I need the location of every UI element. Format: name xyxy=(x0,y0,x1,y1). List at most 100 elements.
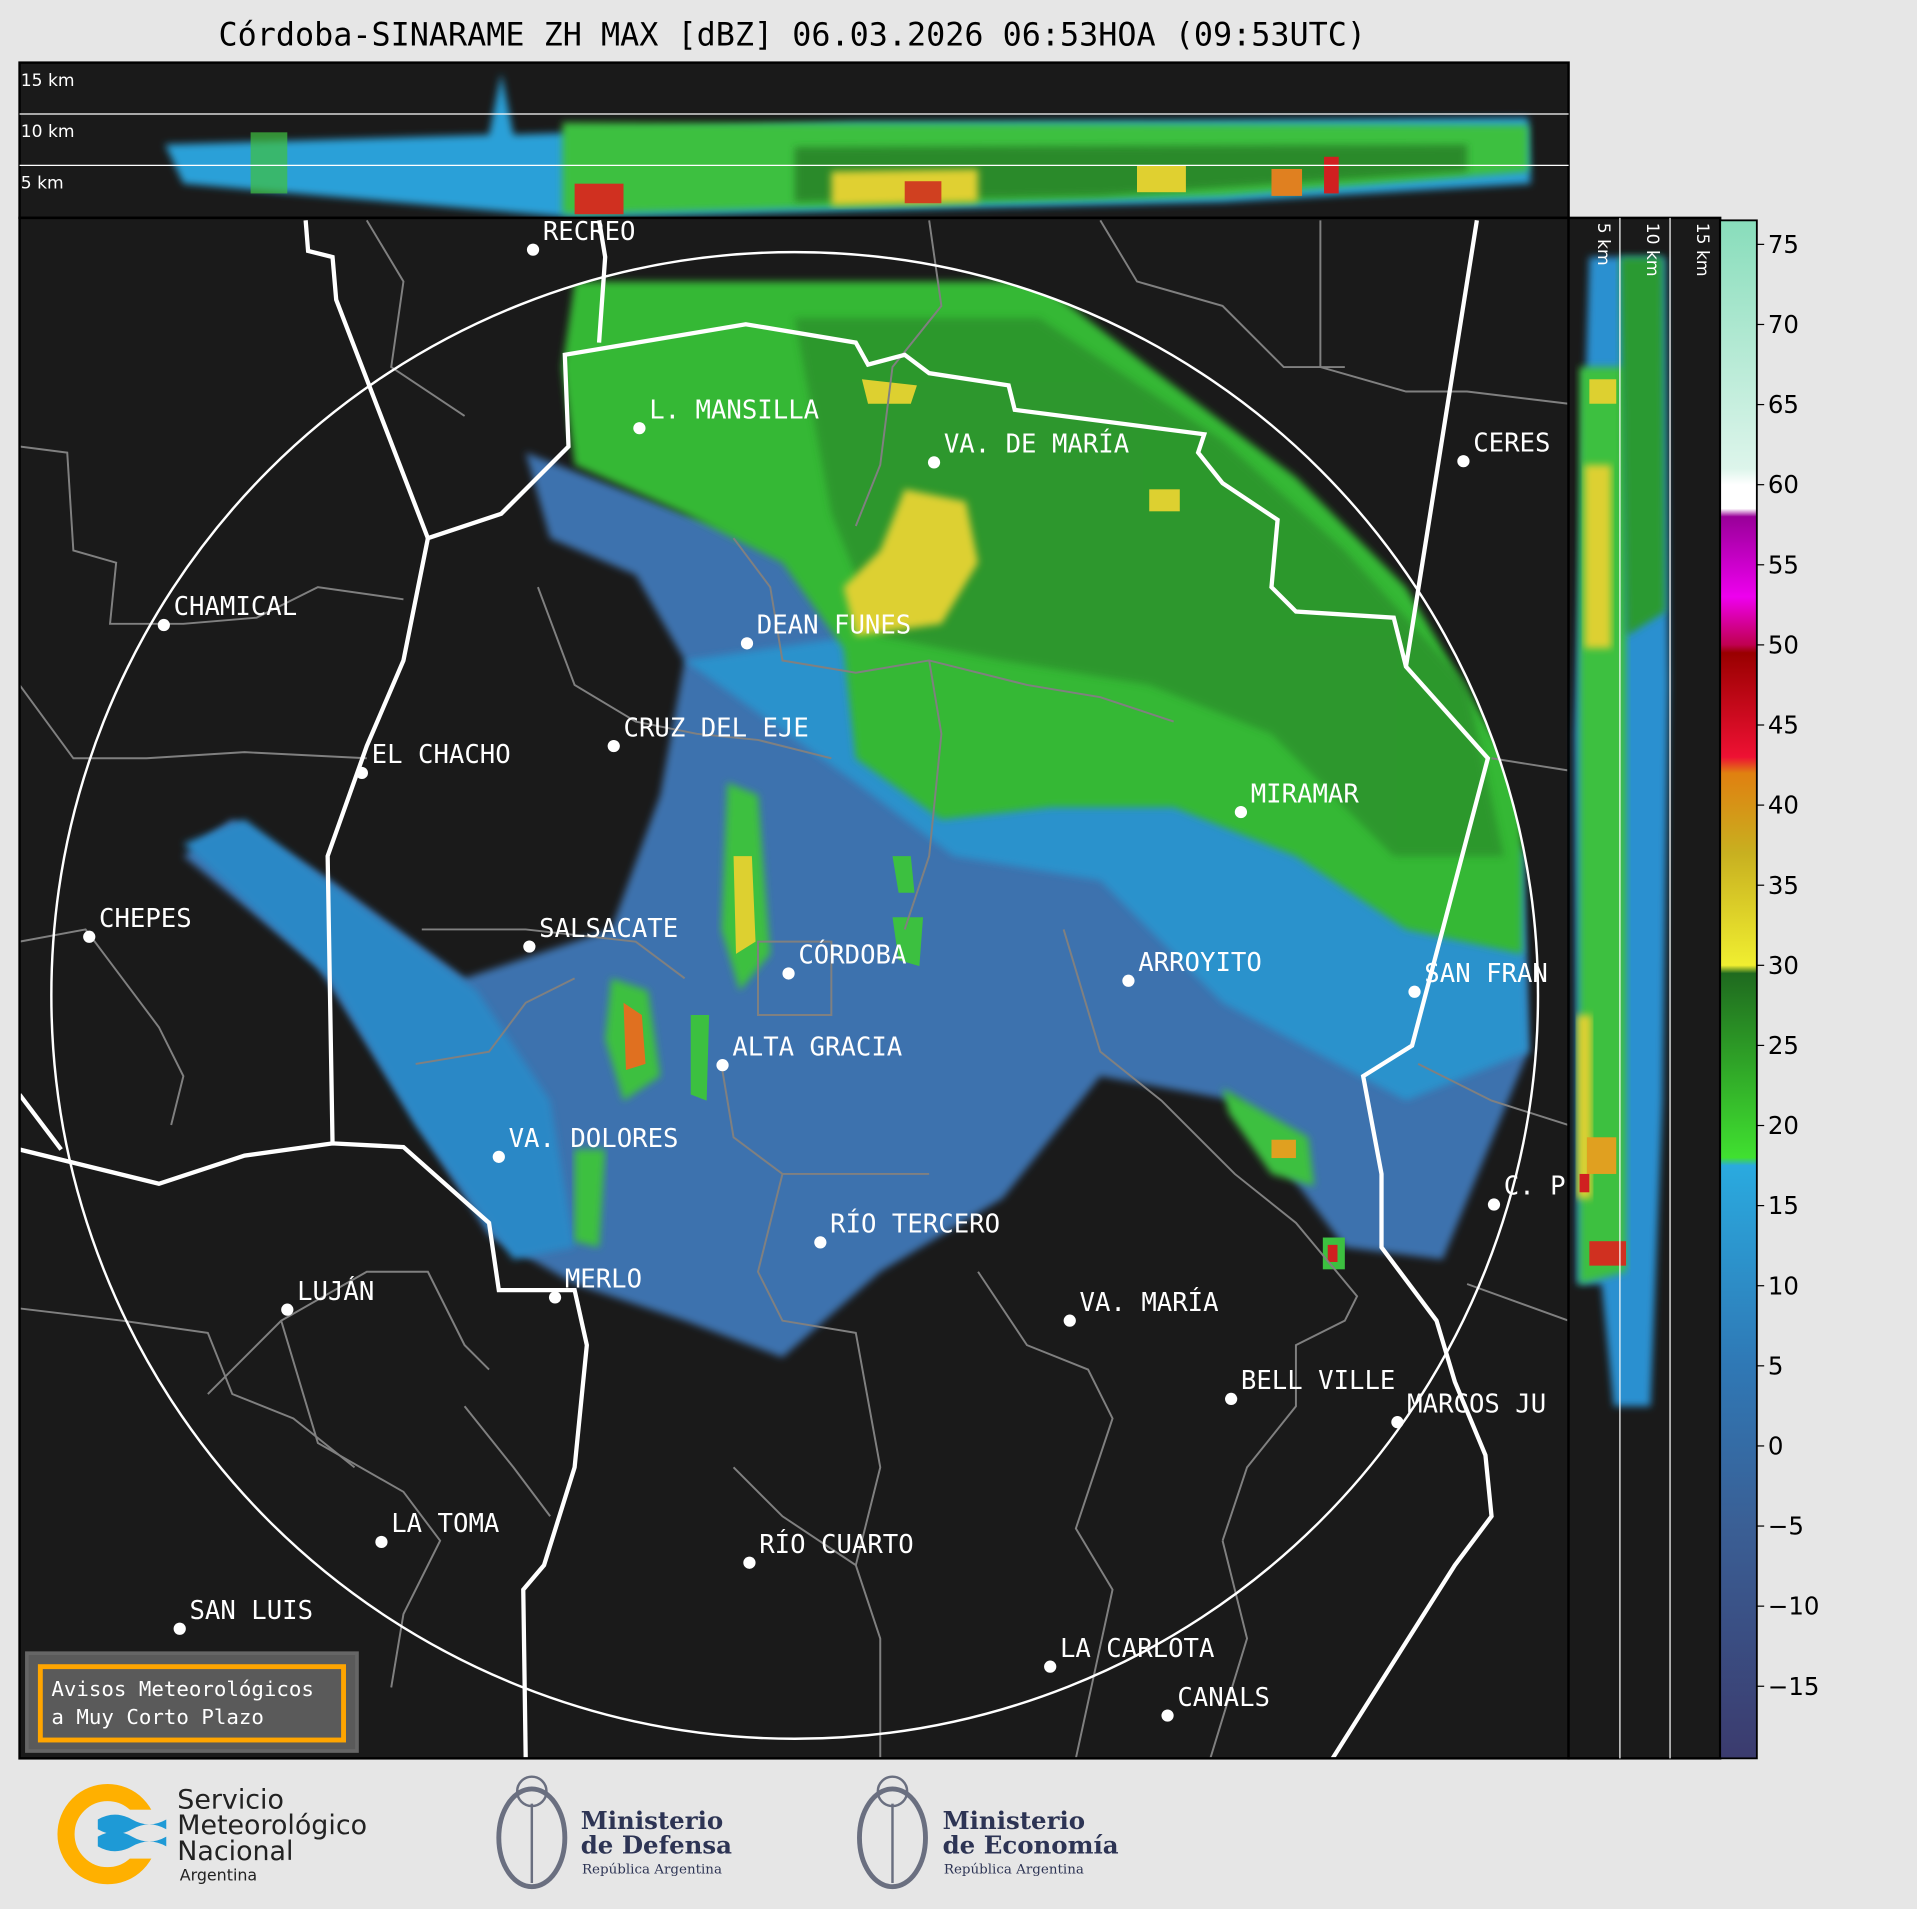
city-marker: VA. DE MARÍA xyxy=(927,428,1129,469)
city-label: VA. DOLORES xyxy=(509,1124,679,1154)
city-label: BELL VILLE xyxy=(1241,1366,1395,1396)
smn-line1: Servicio xyxy=(177,1784,284,1815)
colorbar-tick-label: 45 xyxy=(1768,711,1799,740)
colorbar-tick-label: 30 xyxy=(1768,951,1799,980)
coat-of-arms-icon xyxy=(496,1786,568,1890)
city-marker: ALTA GRACIA xyxy=(716,1032,902,1072)
city-label: SAN LUIS xyxy=(189,1596,313,1626)
city-dot xyxy=(927,456,941,469)
province-boundaries xyxy=(19,219,1494,1759)
city-marker: CANALS xyxy=(1161,1683,1270,1722)
colorbar-tick-label: 20 xyxy=(1768,1111,1799,1140)
city-marker: CHEPES xyxy=(83,904,192,943)
colorbar-tick-label: 40 xyxy=(1768,791,1799,820)
city-marker: SAN FRAN xyxy=(1408,959,1548,998)
city-marker: BELL VILLE xyxy=(1225,1366,1395,1406)
colorbar-tick-label: 60 xyxy=(1768,470,1799,499)
city-label: SAN FRAN xyxy=(1424,959,1548,989)
city-marker: DEAN FUNES xyxy=(740,611,911,650)
colorbar-tick-label: 5 xyxy=(1768,1351,1784,1380)
economia-logo: Ministerio de Economía República Argenti… xyxy=(857,1775,1119,1890)
city-label: VA. MARÍA xyxy=(1080,1286,1219,1318)
defensa-logo: Ministerio de Defensa República Argentin… xyxy=(496,1775,732,1890)
city-label: VA. DE MARÍA xyxy=(944,428,1129,460)
city-dot xyxy=(173,1622,186,1635)
city-dot xyxy=(814,1236,827,1249)
city-dot xyxy=(492,1150,505,1163)
city-dot xyxy=(633,422,646,435)
city-dot xyxy=(375,1535,388,1549)
city-marker: L. MANSILLA xyxy=(633,395,819,435)
warning-box-border xyxy=(37,1664,346,1743)
chart-title: Córdoba-SINARAME ZH MAX [dBZ] 06.03.2026… xyxy=(218,18,1365,54)
city-label: LA TOMA xyxy=(391,1509,499,1539)
city-label: ARROYITO xyxy=(1138,948,1262,978)
city-marker: SAN LUIS xyxy=(173,1596,313,1635)
city-dot xyxy=(716,1059,729,1072)
city-dot xyxy=(526,243,540,256)
city-label: SALSACATE xyxy=(539,914,678,944)
city-dot xyxy=(1408,985,1421,998)
economia-line2: de Economía xyxy=(943,1831,1119,1860)
city-dot xyxy=(1063,1314,1076,1327)
city-dot xyxy=(157,618,170,632)
city-label: RÍO CUARTO xyxy=(759,1528,913,1560)
colorbar-tick-label: 55 xyxy=(1768,550,1799,579)
smn-line2: Meteorológico xyxy=(177,1810,367,1841)
colorbar-tick-label: 70 xyxy=(1768,310,1799,339)
city-dot xyxy=(740,637,754,650)
city-label: CANALS xyxy=(1177,1683,1270,1713)
warning-box[interactable]: Avisos Meteorológicos a Muy Corto Plazo xyxy=(25,1651,359,1753)
city-marker: EL CHACHO xyxy=(355,740,511,780)
city-markers: RECREO L. MANSILLA VA. DE MARÍA CERES CHAMIC… xyxy=(83,217,1566,1722)
economia-line3: República Argentina xyxy=(944,1862,1084,1877)
department-boundaries xyxy=(19,219,1569,1759)
city-dot xyxy=(1391,1416,1404,1429)
smn-line4: Argentina xyxy=(180,1866,257,1885)
level-label-5km: 5 km xyxy=(21,174,64,194)
colorbar-tick-label: 50 xyxy=(1768,630,1799,659)
city-marker: RECREO xyxy=(526,217,636,256)
city-marker: VA. MARÍA xyxy=(1063,1286,1219,1327)
city-label: C. P xyxy=(1504,1172,1566,1202)
colorbar-tick-label: −5 xyxy=(1768,1512,1804,1541)
colorbar-scale xyxy=(1719,219,1758,1760)
radar-echoes xyxy=(183,281,1529,1358)
city-dot xyxy=(743,1556,756,1569)
colorbar-tick-label: −10 xyxy=(1768,1592,1820,1621)
city-marker: ARROYITO xyxy=(1122,948,1262,987)
city-dot xyxy=(1487,1198,1501,1211)
defensa-line2: de Defensa xyxy=(581,1831,732,1860)
right-level-label-5km: 5 km xyxy=(1593,223,1613,266)
city-marker: C. P xyxy=(1487,1172,1566,1211)
city-marker: LA CARLOTA xyxy=(1044,1634,1214,1673)
warning-box-line2: a Muy Corto Plazo xyxy=(51,1705,264,1729)
level-label-10km: 10 km xyxy=(21,122,75,142)
warning-box-line1: Avisos Meteorológicos xyxy=(51,1677,314,1701)
city-marker: CRUZ DEL EJE xyxy=(607,713,809,753)
city-marker: VA. DOLORES xyxy=(492,1124,679,1163)
city-marker: MARCOS JU xyxy=(1391,1389,1546,1429)
city-dot xyxy=(355,766,368,780)
defensa-line1: Ministerio xyxy=(581,1806,723,1835)
smn-logo: Servicio Meteorológico Nacional Argentin… xyxy=(57,1784,367,1885)
top-cross-section-panel: 15 km 10 km 5 km xyxy=(18,61,1570,220)
city-dot xyxy=(1457,455,1470,468)
city-marker: RÍO TERCERO xyxy=(814,1208,1000,1249)
city-dot xyxy=(607,739,620,753)
city-dot xyxy=(1122,974,1135,987)
right-cross-section-panel: 5 km 10 km 15 km xyxy=(1567,216,1722,1760)
right-level-label-15km: 15 km xyxy=(1692,223,1712,277)
level-label-15km: 15 km xyxy=(21,71,75,91)
defensa-line3: República Argentina xyxy=(582,1862,722,1877)
city-dot xyxy=(548,1291,562,1304)
city-marker: MIRAMAR xyxy=(1234,779,1359,819)
city-label: LA CARLOTA xyxy=(1060,1634,1214,1664)
city-label: CRUZ DEL EJE xyxy=(624,713,809,743)
city-label: MERLO xyxy=(565,1265,642,1295)
city-label: RECREO xyxy=(543,217,636,247)
colorbar-tick-label: 0 xyxy=(1768,1431,1784,1460)
city-marker: RÍO CUARTO xyxy=(743,1528,914,1569)
colorbar-tick-label: 65 xyxy=(1768,390,1799,419)
